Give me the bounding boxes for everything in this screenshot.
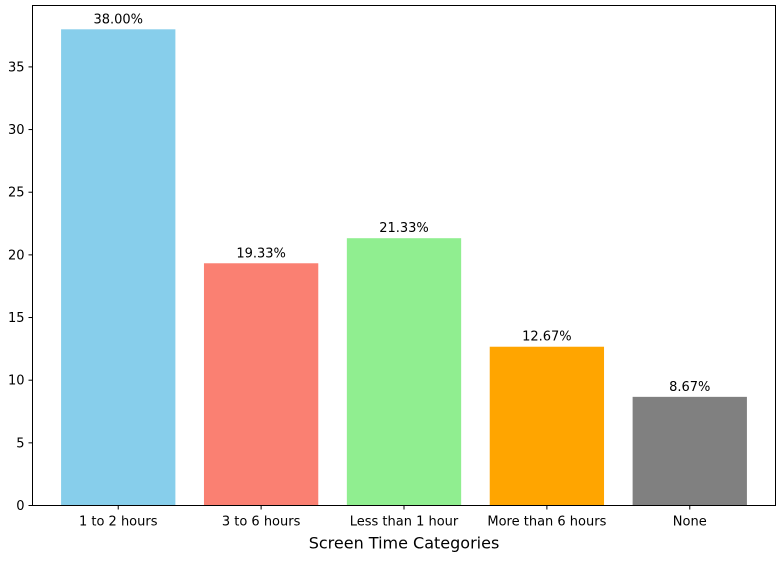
y-tick-label: 30	[8, 123, 25, 138]
y-tick-label: 25	[8, 186, 25, 201]
y-tick-label: 5	[16, 436, 24, 451]
x-tick-label: 3 to 6 hours	[222, 515, 301, 530]
bars-group	[61, 29, 747, 506]
plot-frame	[32, 5, 776, 506]
x-tick-label: 1 to 2 hours	[79, 515, 158, 530]
bar	[632, 396, 747, 506]
bar	[489, 346, 605, 506]
y-axis: 0 5 10 15 20 25 30 35	[8, 60, 33, 514]
y-tick-label: 20	[8, 248, 25, 263]
x-tick-label: Less than 1 hour	[350, 515, 459, 530]
bar-value-label: 8.67%	[669, 380, 710, 395]
bar-value-label: 21.33%	[379, 221, 429, 236]
x-axis-title: Screen Time Categories	[309, 534, 500, 553]
bar-value-label: 19.33%	[236, 246, 286, 261]
y-tick-label: 35	[8, 60, 25, 75]
bar	[61, 29, 176, 506]
bar	[203, 263, 319, 506]
y-tick-label: 15	[8, 311, 25, 326]
x-tick-label: More than 6 hours	[487, 515, 606, 530]
x-axis: 1 to 2 hours 3 to 6 hours Less than 1 hour…	[79, 505, 707, 530]
y-tick-label: 0	[16, 499, 24, 514]
y-tick-label: 10	[8, 374, 25, 389]
bar-value-label: 38.00%	[93, 12, 143, 27]
x-tick-label: None	[673, 515, 707, 530]
bar	[346, 238, 462, 506]
data-labels-group: 38.00% 19.33% 21.33% 12.67% 8.67%	[93, 12, 710, 395]
bar-value-label: 12.67%	[522, 330, 572, 345]
